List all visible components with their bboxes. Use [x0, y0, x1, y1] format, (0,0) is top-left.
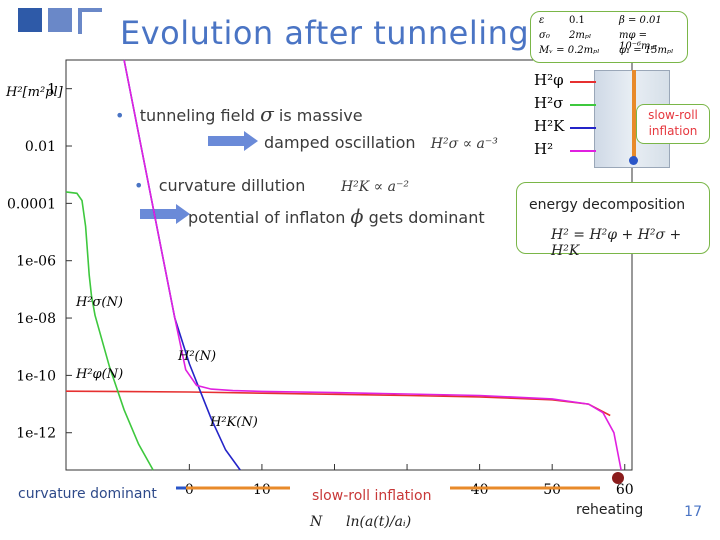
y-tick-label: 1e-08 [16, 311, 56, 327]
logo-square-1 [18, 8, 42, 32]
y-tick-label: 0.0001 [7, 196, 56, 212]
bullet-3: • curvature dillution H²K ∝ a⁻² [134, 176, 409, 195]
page-number: 17 [684, 504, 702, 520]
block-arrow-1 [208, 131, 258, 151]
plot-frame [65, 59, 633, 471]
energy-formula: H² = H²φ + H²σ + H²K [551, 227, 682, 259]
y-tick-label: 0.01 [25, 139, 56, 155]
y-axis-label: H²[m²pl] [5, 85, 64, 100]
param-sigma0-val: 2mₚₗ [569, 30, 592, 41]
curve-annotation-0: H²σ(N) [75, 295, 123, 310]
bullet-4: potential of inflaton ϕ gets dominant [188, 206, 485, 228]
reheating-label: reheating [576, 502, 644, 518]
xlabel-def: ln(a(t)/aᵢ) [346, 514, 412, 530]
inset-blue-dot [629, 156, 638, 165]
reheating-dot [612, 472, 624, 484]
slowroll-note-line1: slow-roll [648, 108, 698, 122]
slowroll-note-line2: inflation [648, 124, 698, 138]
curve-annotation-1: H²(N) [177, 349, 216, 364]
param-beta: β = 0.01 [619, 15, 662, 26]
inset-orange-bar [632, 70, 636, 162]
inset-legend-phi-label: H²φ [534, 71, 564, 89]
x-tick-label: 50 [543, 482, 561, 498]
inset-legend-sigma-label: H²σ [534, 94, 564, 112]
curve-annotation-2: H²K(N) [209, 415, 258, 430]
slowroll-note-box: slow-roll inflation [636, 104, 710, 144]
inset-legend-K: H²K [534, 116, 624, 139]
y-tick-label: 1e-12 [16, 426, 56, 442]
energy-box: energy decomposition H² = H²φ + H²σ + H²… [516, 182, 710, 259]
x-tick-label: 40 [471, 482, 489, 498]
x-tick-label: 60 [616, 482, 634, 498]
formula-sigma: H²σ ∝ a⁻³ [430, 136, 498, 152]
logo-square-2 [48, 8, 72, 32]
bullet-4-suffix: gets dominant [363, 208, 485, 227]
inset-legend-H: H² [534, 139, 624, 162]
bullet-4-prefix: potential of inflaton [188, 208, 351, 227]
inset-legend-sigma: H²σ [534, 93, 624, 116]
xlabel-N: N [310, 514, 323, 530]
sigma-symbol: σ [260, 102, 274, 126]
x-tick-label: 0 [185, 482, 194, 498]
param-eps: ε [539, 15, 545, 26]
bullet-2: damped oscillation H²σ ∝ a⁻³ [264, 133, 498, 152]
slowroll-inflation-label: slow-roll inflation [312, 488, 432, 504]
block-arrow-2 [140, 204, 190, 224]
inset-legend-phi-line [570, 81, 596, 83]
y-tick-label: 1 [47, 82, 56, 98]
bullet-1: • tunneling field σ is massive [115, 102, 363, 126]
bullet-dot-3: • [134, 176, 144, 195]
inset-panel: H²φ H²σ H²K H² slow-roll inflation [532, 66, 712, 170]
formula-K: H²K ∝ a⁻² [340, 179, 409, 195]
inset-legend-H-label: H² [534, 140, 554, 158]
phi-symbol: ϕ [350, 206, 364, 228]
bullet-1-prefix: tunneling field [139, 106, 261, 125]
inset-legend-sigma-line [570, 104, 596, 106]
param-sigma0: σ₀ [539, 30, 550, 41]
inset-legend-phi: H²φ [534, 70, 624, 93]
parameter-box: ε 0.1 β = 0.01 σ₀ 2mₚₗ mφ = 10⁻⁶mₚₗ Mᵥ =… [530, 11, 688, 63]
inset-legend-K-line [570, 127, 596, 129]
curve-annotation-3: H²φ(N) [75, 367, 123, 382]
page-title: Evolution after tunneling [120, 14, 530, 52]
chart-series-layer: H²σ(N) H²(N) H²K(N) H²φ(N) [65, 59, 622, 471]
inset-legend-H-line [570, 150, 596, 152]
bullet-1-suffix: is massive [273, 106, 363, 125]
energy-label: energy decomposition [529, 197, 686, 213]
param-phi1: φ₁ = 15mₚₗ [619, 45, 674, 56]
series-line-1 [65, 191, 154, 471]
chart-axes: 1 0.01 0.0001 1e-06 1e-08 1e-10 1e-12 0 10 40 50 60… [5, 59, 634, 498]
param-mphi: mφ = 10⁻⁶mₚₗ [619, 30, 657, 52]
y-tick-label: 1e-10 [16, 368, 56, 384]
param-eps-val: 0.1 [569, 15, 585, 26]
param-mv: Mᵥ = 0.2mₚₗ [539, 45, 600, 56]
bullet-3-text: curvature dillution [158, 176, 306, 195]
x-tick-label: 10 [253, 482, 271, 498]
series-line-0 [65, 390, 611, 417]
series-line-3 [123, 59, 622, 471]
inset-legend-K-label: H²K [534, 117, 565, 135]
y-tick-label: 1e-06 [16, 254, 56, 270]
bullet-dot-1: • [115, 106, 125, 125]
logo-bracket [78, 8, 102, 34]
inset-legend: H²φ H²σ H²K H² [534, 70, 624, 162]
bullet-2-text: damped oscillation [264, 133, 416, 152]
curvature-dominant-label: curvature dominant [18, 486, 157, 502]
